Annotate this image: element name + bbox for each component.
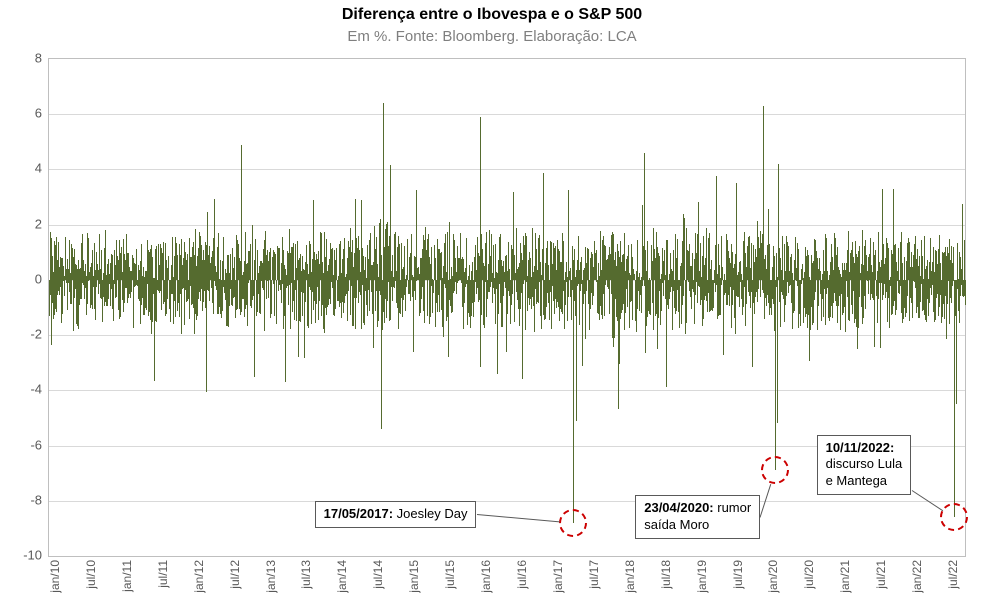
gridline [49, 501, 965, 502]
x-tick-label: jan/16 [479, 560, 493, 593]
x-tick-label: jan/20 [766, 560, 780, 593]
gridline [49, 169, 965, 170]
x-tick-label: jan/13 [264, 560, 278, 593]
y-tick-label: 4 [6, 161, 42, 176]
y-tick-label: 8 [6, 51, 42, 66]
annotation-circle [559, 509, 587, 537]
annotation-circle [940, 503, 968, 531]
y-tick-label: -4 [6, 382, 42, 397]
x-tick-label: jan/22 [910, 560, 924, 593]
y-tick-label: 2 [6, 216, 42, 231]
annotation-label: 23/04/2020: rumorsaída Moro [635, 495, 760, 539]
annotation-label: 10/11/2022:discurso Lulae Mantega [817, 435, 912, 496]
gridline [49, 335, 965, 336]
x-tick-label: jul/20 [802, 560, 816, 589]
annotation-connector [477, 514, 559, 522]
x-tick-label: jul/13 [299, 560, 313, 589]
x-tick-label: jan/18 [623, 560, 637, 593]
chart-container: Diferença entre o Ibovespa e o S&P 500 E… [0, 0, 984, 615]
x-tick-label: jul/21 [874, 560, 888, 589]
x-tick-label: jul/22 [946, 560, 960, 589]
y-tick-label: -10 [6, 548, 42, 563]
y-tick-label: 0 [6, 271, 42, 286]
x-tick-label: jul/10 [84, 560, 98, 589]
x-tick-label: jan/14 [335, 560, 349, 593]
x-tick-label: jul/17 [587, 560, 601, 589]
y-tick-label: 6 [6, 106, 42, 121]
y-tick-label: -6 [6, 437, 42, 452]
gridline [49, 225, 965, 226]
chart-subtitle: Em %. Fonte: Bloomberg. Elaboração: LCA [0, 28, 984, 45]
x-tick-label: jul/16 [515, 560, 529, 589]
x-tick-label: jan/12 [192, 560, 206, 593]
x-tick-label: jan/19 [695, 560, 709, 593]
x-tick-label: jul/14 [371, 560, 385, 589]
x-tick-label: jul/11 [156, 560, 170, 588]
plot-area: 17/05/2017: Joesley Day 23/04/2020: rumor… [48, 58, 966, 557]
annotation-label: 17/05/2017: Joesley Day [315, 501, 477, 528]
y-tick-label: -2 [6, 327, 42, 342]
x-tick-label: jul/15 [443, 560, 457, 589]
gridline [49, 114, 965, 115]
x-tick-label: jan/21 [838, 560, 852, 593]
x-tick-label: jul/12 [228, 560, 242, 589]
x-tick-label: jan/11 [120, 560, 134, 592]
x-tick-label: jul/19 [731, 560, 745, 589]
x-tick-label: jan/10 [48, 560, 62, 593]
chart-title: Diferença entre o Ibovespa e o S&P 500 [0, 6, 984, 24]
y-tick-label: -8 [6, 492, 42, 507]
x-tick-label: jul/18 [659, 560, 673, 589]
x-tick-label: jan/17 [551, 560, 565, 593]
gridline [49, 390, 965, 391]
annotation-circle [761, 456, 789, 484]
x-tick-label: jan/15 [407, 560, 421, 593]
